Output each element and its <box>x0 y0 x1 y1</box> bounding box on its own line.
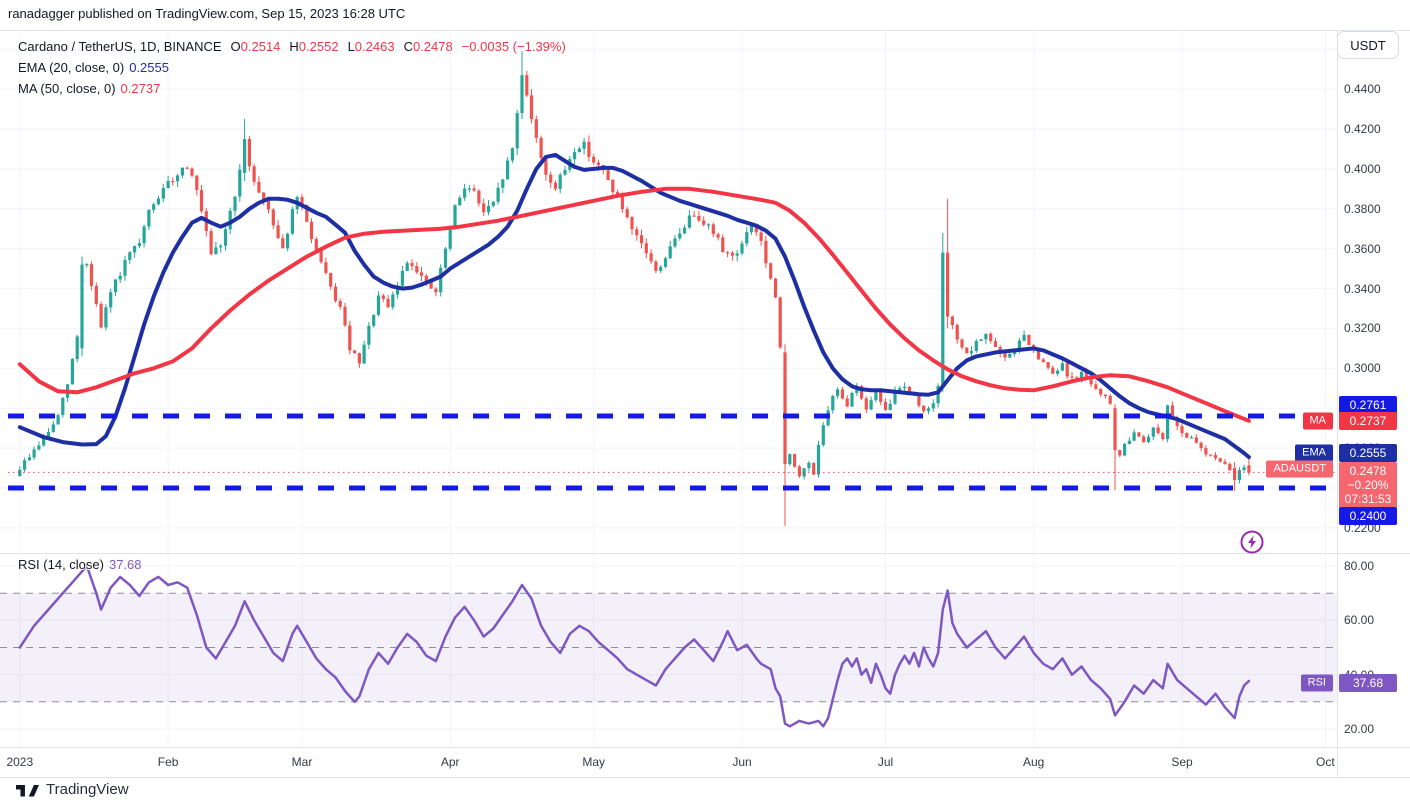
ma-price-label: 0.2737 <box>1339 412 1397 430</box>
bottom-border <box>0 777 1410 778</box>
ema-value: 0.2555 <box>129 60 169 75</box>
price-tick: 0.4400 <box>1344 82 1381 97</box>
rsi-value-label: 37.68 <box>1339 674 1397 692</box>
brand-text: TradingView <box>46 781 129 798</box>
price-tick: 0.3600 <box>1344 241 1381 256</box>
ema-label: EMA (20, close, 0) <box>18 60 125 75</box>
symbol-tag: ADAUSDT <box>1266 460 1333 478</box>
top-border <box>0 30 1410 31</box>
time-tick: Sep <box>1171 755 1193 769</box>
time-tick: Apr <box>440 755 460 769</box>
time-tick: Feb <box>157 755 179 769</box>
ohlc-item: O0.2514 <box>230 39 281 54</box>
ma-legend-row[interactable]: MA (50, close, 0) 0.2737 <box>18 81 160 96</box>
price-pane[interactable] <box>0 30 1410 553</box>
price-tick: 0.4200 <box>1344 122 1381 136</box>
attribution-text: ranadagger published on TradingView.com,… <box>8 6 406 21</box>
change-value: −0.0035 (−1.39%) <box>461 39 566 54</box>
tv-logo[interactable]: TradingView <box>16 781 129 798</box>
rsi-value: 37.68 <box>108 557 142 572</box>
ohlc-item: C0.2478 <box>403 39 453 54</box>
time-tick: Aug <box>1023 755 1045 769</box>
ma-tag: MA <box>1302 412 1333 430</box>
rsi-legend-row[interactable]: RSI (14, close) 37.68 <box>18 557 142 572</box>
price-tick: 0.3400 <box>1344 281 1381 296</box>
time-axis-border <box>0 747 1410 748</box>
ema-tag: EMA <box>1295 444 1333 462</box>
time-tick: Jun <box>732 755 752 769</box>
price-tick: 0.3000 <box>1344 361 1381 376</box>
time-tick: Mar <box>291 755 313 769</box>
rsi-label: RSI (14, close) <box>18 557 104 572</box>
last-price-label: 0.2478 −0.20% 07:31:53 <box>1339 462 1397 508</box>
price-tick: 0.4000 <box>1344 161 1381 176</box>
price-tick: 0.3200 <box>1344 321 1381 336</box>
currency-button[interactable]: USDT <box>1337 31 1399 59</box>
time-tick: May <box>582 755 606 769</box>
price-axis-border <box>1337 30 1338 777</box>
ohlc-item: L0.2463 <box>347 39 395 54</box>
pane-separator[interactable] <box>0 553 1410 554</box>
time-tick: Oct <box>1316 755 1335 769</box>
ohlc-values: O0.2514 H0.2552 L0.2463 C0.2478 <box>222 39 453 54</box>
rsi-tick: 20.00 <box>1344 722 1375 736</box>
ma-label: MA (50, close, 0) <box>18 81 116 96</box>
price-tick: 0.3800 <box>1344 201 1381 216</box>
rsi-tick: 80.00 <box>1344 559 1375 573</box>
rsi-tick: 60.00 <box>1344 613 1375 628</box>
rsi-tag: RSI <box>1300 674 1333 692</box>
level-price-label: 0.2761 <box>1339 396 1397 414</box>
rsi-pane[interactable] <box>0 553 1410 747</box>
time-tick: Jul <box>877 755 894 769</box>
lightning-icon[interactable] <box>1239 529 1265 555</box>
ohlc-item: H0.2552 <box>289 39 339 54</box>
symbol-legend-row[interactable]: Cardano / TetherUS, 1D, BINANCE O0.2514 H0… <box>18 39 566 54</box>
level-price-label: 0.2400 <box>1339 507 1397 525</box>
ema-legend-row[interactable]: EMA (20, close, 0) 0.2555 <box>18 60 169 75</box>
currency-label: USDT <box>1350 37 1386 53</box>
tv-logo-icon <box>16 785 39 797</box>
symbol-title: Cardano / TetherUS, 1D, BINANCE <box>18 39 222 54</box>
ma-value: 0.2737 <box>120 81 161 96</box>
time-tick: 2023 <box>6 755 34 769</box>
ema-price-label: 0.2555 <box>1339 444 1397 462</box>
